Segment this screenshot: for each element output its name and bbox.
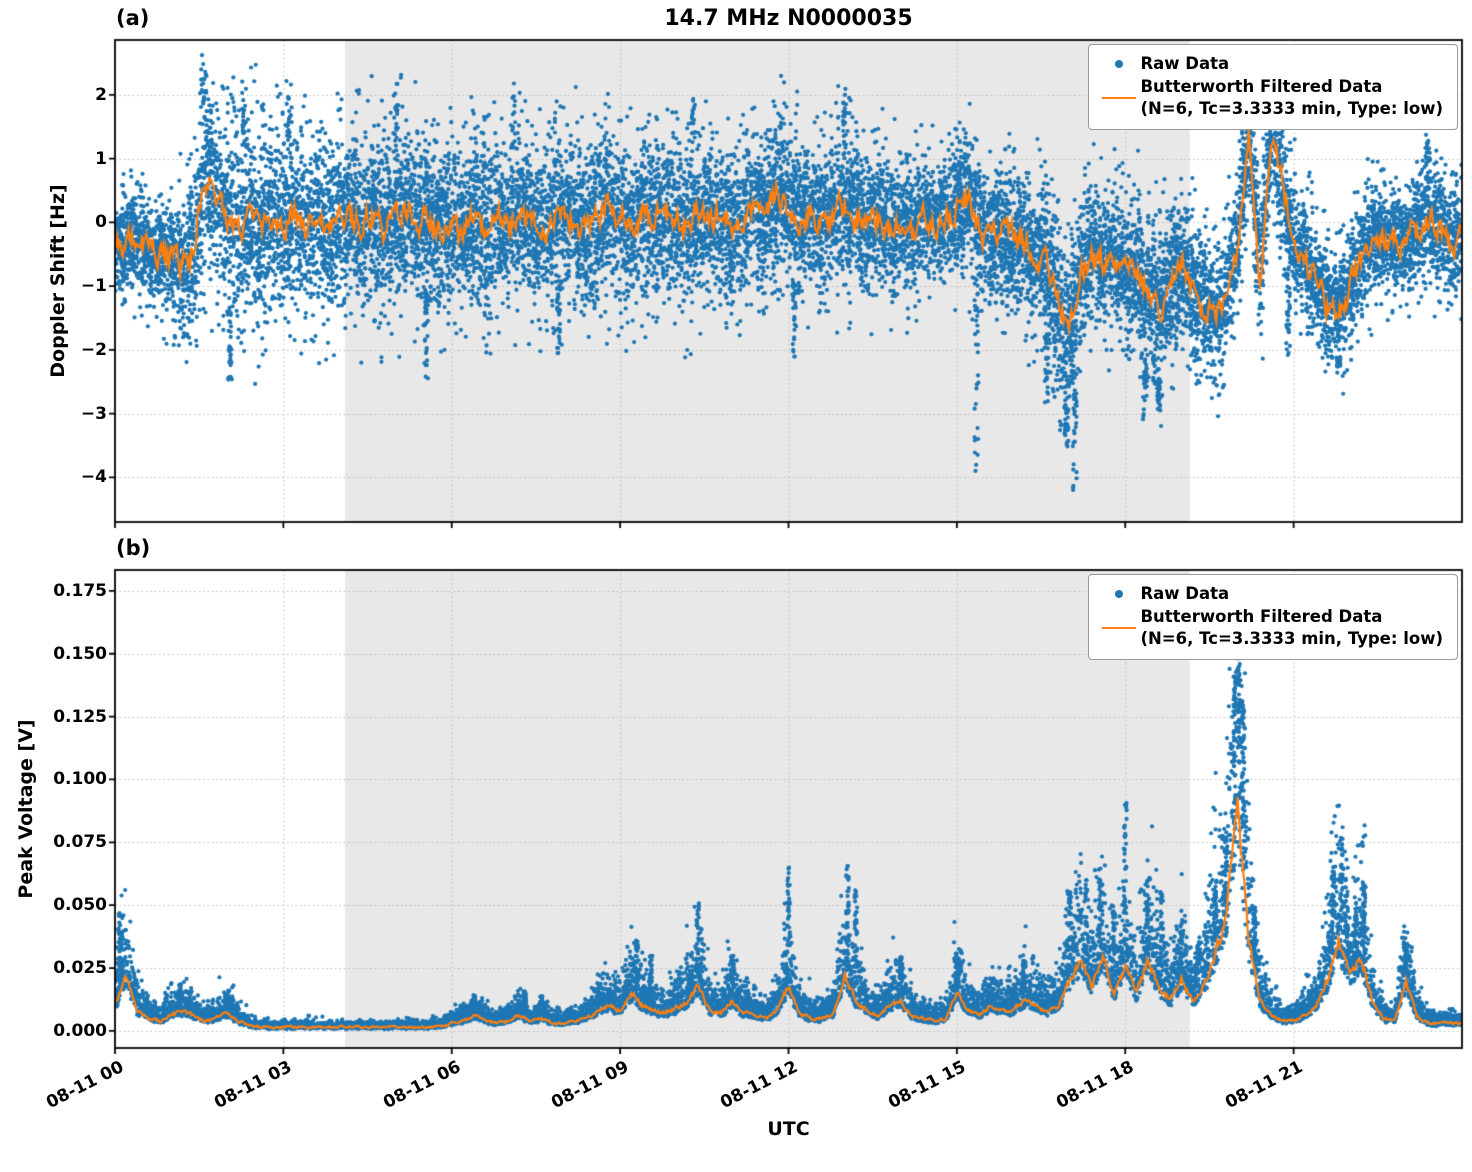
y-tick-label: −4 (80, 467, 107, 488)
raw-data-marker-icon (1098, 59, 1140, 68)
x-axis-label: UTC (767, 1118, 810, 1140)
legend-entry-filtered: Butterworth Filtered Data (N=6, Tc=3.3333… (1098, 606, 1443, 650)
panel-a-label: (a) (116, 6, 150, 30)
legend-filtered-label: Butterworth Filtered Data (N=6, Tc=3.3333… (1140, 606, 1443, 650)
legend-raw-label: Raw Data (1140, 54, 1230, 73)
legend-filtered-label: Butterworth Filtered Data (N=6, Tc=3.3333… (1140, 76, 1443, 120)
y-tick-label: −3 (80, 403, 107, 424)
legend-raw-label: Raw Data (1140, 584, 1230, 603)
legend-filtered-line1: Butterworth Filtered Data (1140, 76, 1383, 96)
legend-panel-b: Raw Data Butterworth Filtered Data (N=6, … (1088, 574, 1458, 661)
legend-panel-a: Raw Data Butterworth Filtered Data (N=6, … (1088, 44, 1458, 131)
legend-entry-filtered: Butterworth Filtered Data (N=6, Tc=3.3333… (1098, 76, 1443, 120)
y-tick-label: −1 (80, 276, 107, 297)
legend-filtered-line1: Butterworth Filtered Data (1140, 606, 1383, 626)
panel-b-label: (b) (116, 536, 151, 560)
y-tick-label: 0.025 (53, 958, 107, 979)
y-tick-label: 0.050 (53, 895, 107, 916)
y-axis-label-voltage: Peak Voltage [V] (15, 719, 37, 899)
y-tick-label: 0.175 (53, 580, 107, 601)
legend-filtered-line2: (N=6, Tc=3.3333 min, Type: low) (1140, 628, 1443, 648)
y-tick-label: 0.000 (53, 1020, 107, 1041)
legend-filtered-line2: (N=6, Tc=3.3333 min, Type: low) (1140, 98, 1443, 118)
filtered-line-marker-icon (1098, 626, 1140, 629)
legend-entry-raw: Raw Data (1098, 583, 1443, 605)
y-tick-label: 2 (95, 84, 107, 105)
chart-title: 14.7 MHz N0000035 (664, 6, 913, 31)
raw-data-marker-icon (1098, 589, 1140, 598)
filtered-line-marker-icon (1098, 96, 1140, 99)
y-tick-label: 1 (95, 148, 107, 169)
legend-entry-raw: Raw Data (1098, 53, 1443, 75)
y-tick-label: 0.150 (53, 643, 107, 664)
y-tick-label: 0.100 (53, 769, 107, 790)
y-tick-label: 0 (95, 212, 107, 233)
y-tick-label: −2 (80, 339, 107, 360)
y-tick-label: 0.075 (53, 832, 107, 853)
y-tick-label: 0.125 (53, 706, 107, 727)
